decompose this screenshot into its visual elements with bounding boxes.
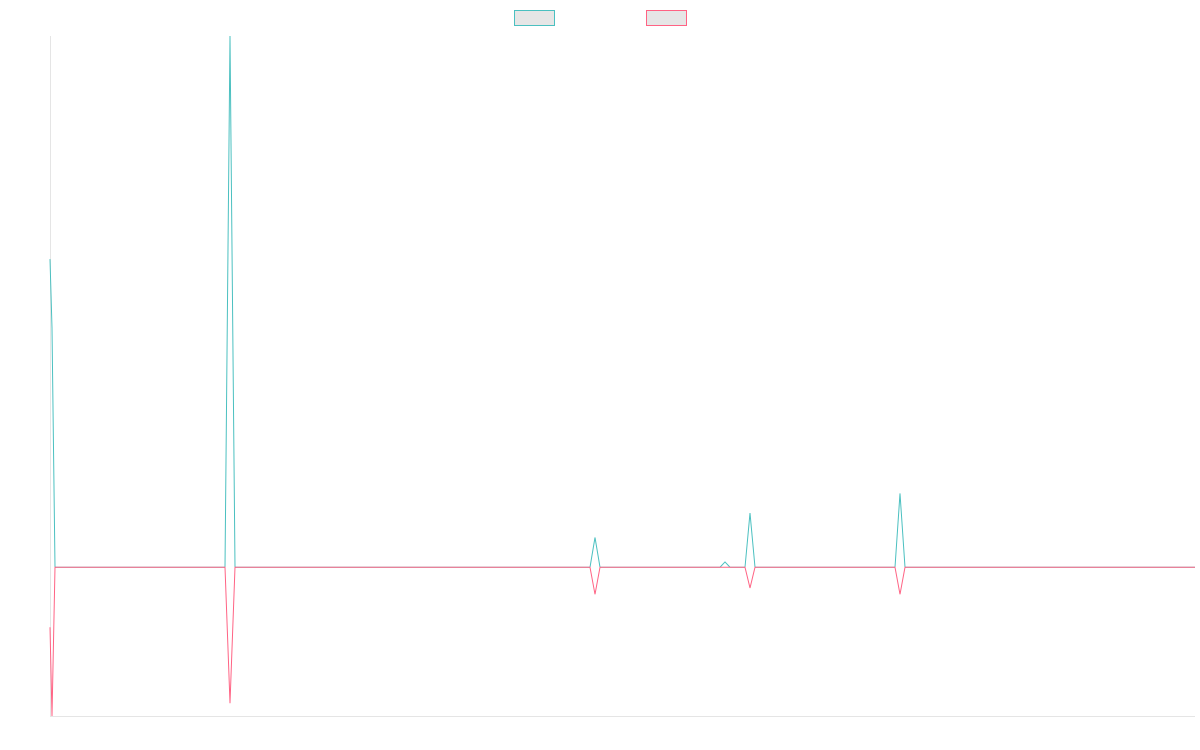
legend-swatch bbox=[514, 10, 555, 26]
series-line bbox=[49, 35, 1195, 568]
legend-swatch bbox=[646, 10, 687, 26]
series-line bbox=[49, 566, 1195, 717]
